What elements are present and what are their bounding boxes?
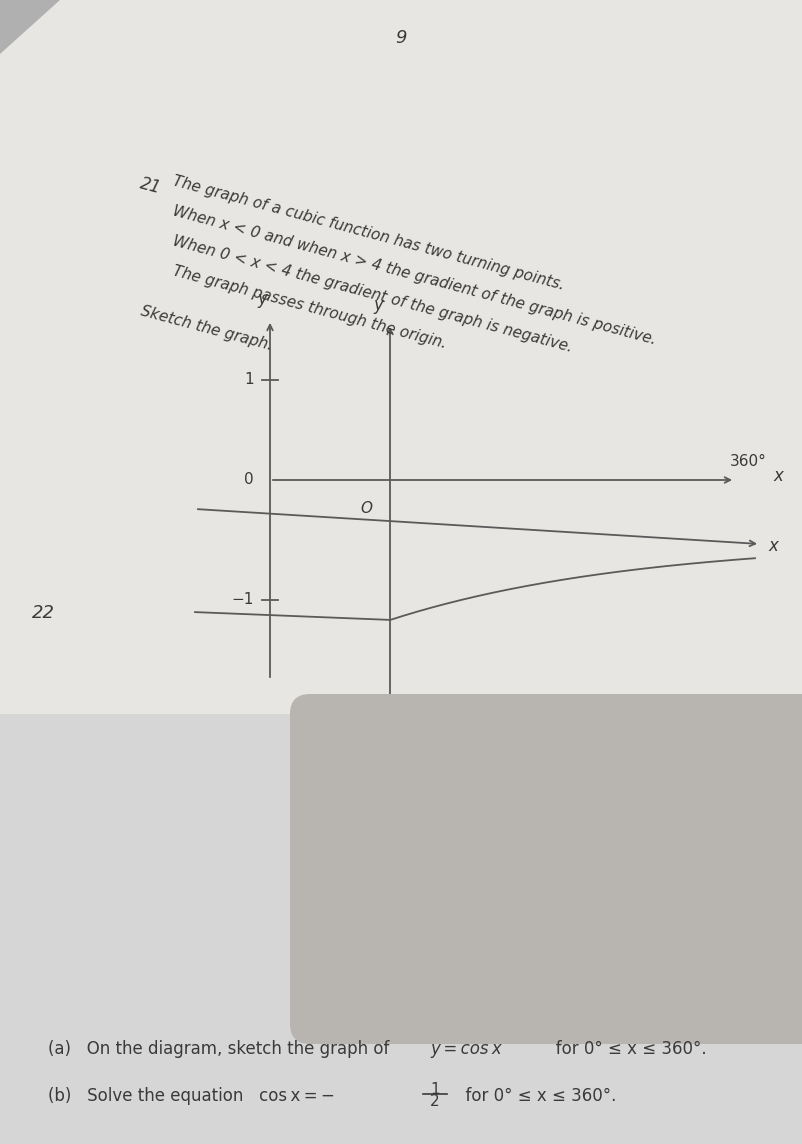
Text: 1: 1 [244, 373, 253, 388]
Text: for 0° ≤ x ≤ 360°.: for 0° ≤ x ≤ 360°. [455, 1087, 616, 1105]
Text: O: O [359, 501, 371, 516]
Text: 0: 0 [244, 472, 253, 487]
Text: When x < 0 and when x > 4 the gradient of the graph is positive.: When x < 0 and when x > 4 the gradient o… [171, 204, 657, 348]
Text: The graph passes through the origin.: The graph passes through the origin. [171, 264, 448, 351]
Text: 1: 1 [430, 1081, 439, 1096]
Text: 360°: 360° [729, 454, 766, 469]
Text: Sketch the graph.: Sketch the graph. [139, 304, 274, 353]
Text: x: x [772, 467, 782, 485]
Text: y: y [257, 289, 266, 308]
Text: 22: 22 [32, 604, 55, 622]
FancyBboxPatch shape [290, 694, 802, 1044]
Text: y: y [429, 1040, 439, 1058]
Text: When 0 < x < 4 the gradient of the graph is negative.: When 0 < x < 4 the gradient of the graph… [171, 235, 573, 356]
Text: y: y [373, 296, 383, 313]
Text: x: x [767, 537, 777, 555]
Polygon shape [0, 0, 60, 54]
Text: 21: 21 [138, 174, 164, 197]
Text: for 0° ≤ x ≤ 360°.: for 0° ≤ x ≤ 360°. [539, 1040, 706, 1058]
Text: = cos x: = cos x [439, 1040, 501, 1058]
Text: 9: 9 [395, 29, 407, 47]
Text: The graph of a cubic function has two turning points.: The graph of a cubic function has two tu… [171, 174, 565, 293]
Text: (a)   On the diagram, sketch the graph of: (a) On the diagram, sketch the graph of [48, 1040, 405, 1058]
Text: (b)   Solve the equation   cos x = −: (b) Solve the equation cos x = − [48, 1087, 334, 1105]
Text: −1: −1 [231, 593, 253, 607]
Text: 2: 2 [430, 1094, 439, 1109]
FancyBboxPatch shape [0, 0, 802, 714]
